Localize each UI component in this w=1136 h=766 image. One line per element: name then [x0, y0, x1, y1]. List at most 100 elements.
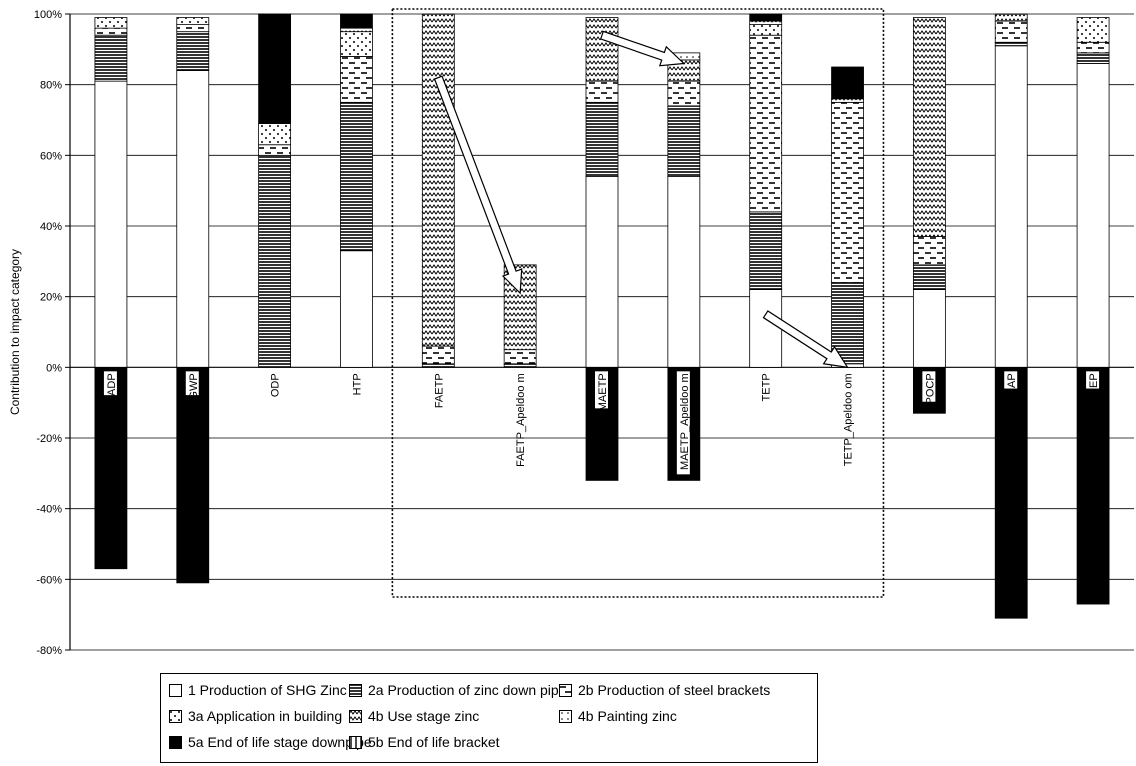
y-tick-label: -80% — [36, 645, 62, 657]
legend-swatch — [559, 709, 572, 723]
category-label-background — [676, 371, 690, 475]
x-category-label: GWP — [188, 373, 200, 399]
y-tick-label: 80% — [40, 80, 62, 92]
bar-segment — [994, 366, 1028, 619]
y-tick-label: -20% — [36, 433, 62, 445]
category-label-background — [595, 371, 608, 409]
bar-segment — [994, 20, 1028, 43]
category-label-background — [1086, 371, 1100, 389]
bar-segment — [912, 264, 946, 291]
x-category-label: MAETP — [597, 373, 609, 411]
bar-segment — [258, 144, 292, 156]
bar-segment — [994, 13, 1028, 22]
legend-label: 1 Production of SHG Zinc — [188, 682, 347, 698]
bar-segment — [1076, 17, 1110, 43]
y-tick-label: 20% — [40, 292, 62, 304]
bar-segment — [1076, 63, 1110, 368]
legend-label: 2b Production of steel brackets — [578, 682, 771, 698]
x-category-label: MAETP_Apeldoo m — [679, 373, 691, 470]
x-category-label: TETP — [761, 373, 773, 401]
legend-swatch — [169, 709, 182, 723]
legend-item: 4b Painting zinc — [559, 706, 677, 726]
legend-swatch — [559, 683, 572, 697]
x-category-label: FAETP — [433, 373, 445, 408]
bar-segment — [585, 80, 619, 103]
legend-swatch — [349, 683, 362, 697]
bar-segment — [994, 41, 1028, 47]
legend-item: 4b Use stage zinc — [349, 706, 479, 726]
bar-segment — [258, 123, 292, 146]
bar-segment — [176, 31, 210, 71]
x-category-label: TETP_Apeldoo om — [843, 373, 855, 466]
bar-segment — [503, 349, 537, 365]
bar-segment — [667, 105, 701, 177]
bar-segment — [421, 13, 455, 347]
bar-segment — [912, 17, 946, 237]
category-label-background — [1004, 371, 1018, 389]
legend-label: 3a Application in building — [188, 708, 343, 724]
legend-swatch — [169, 683, 182, 697]
x-category-label: FAETP_Apeldoo m — [515, 373, 527, 467]
bar-segment — [176, 366, 210, 584]
category-label-background — [185, 371, 199, 396]
x-category-label: ODP — [270, 373, 282, 397]
legend-item: 1 Production of SHG Zinc — [169, 680, 347, 700]
bar-segment — [340, 13, 373, 29]
bar-segment — [340, 101, 373, 252]
bar-segment — [585, 366, 619, 481]
legend-swatch — [169, 735, 182, 749]
x-category-label: AP — [1006, 373, 1018, 388]
legend-label: 5b End of life bracket — [368, 734, 500, 750]
legend-label: 2a Production of zinc down pipe — [368, 682, 567, 698]
bar-segment — [1076, 41, 1110, 54]
bar-segment — [421, 363, 455, 368]
category-label-background — [103, 371, 117, 396]
bar-segment — [585, 17, 619, 82]
bar-segment — [340, 56, 373, 103]
bar-segment — [94, 366, 128, 570]
bar-segment — [94, 17, 128, 29]
stacked-bar-chart: ADP GWP ODP HTP FAETP FAETP_Apeldoo m MAETP MAE… — [8, 8, 1134, 657]
legend-swatch — [349, 709, 362, 723]
bar-segment — [831, 98, 864, 103]
bar-segment — [912, 289, 946, 368]
bar-segment — [912, 236, 946, 266]
legend-label: 5a End of life stage downpipe — [188, 734, 372, 750]
bar-segment — [258, 13, 292, 124]
bar-segment — [749, 34, 783, 213]
bar-segment — [585, 101, 619, 177]
bar-segment — [994, 45, 1028, 368]
bar-segment — [340, 250, 373, 368]
bar-segment — [585, 176, 619, 368]
y-tick-label: -60% — [36, 574, 62, 586]
bar-segment — [421, 345, 455, 365]
category-label-background — [922, 371, 936, 402]
legend-swatch — [349, 735, 362, 749]
bar-segment — [749, 289, 783, 368]
y-tick-label: 100% — [34, 9, 62, 21]
bar-segment — [176, 17, 210, 25]
y-tick-label: 40% — [40, 221, 62, 233]
legend-item: 3a Application in building — [169, 706, 342, 726]
y-tick-label: -40% — [36, 504, 62, 516]
x-category-label: POCP — [924, 373, 936, 404]
y-tick-label: 0% — [46, 362, 62, 374]
x-category-label: HTP — [351, 373, 363, 395]
annotation-arrow — [599, 30, 686, 67]
chart-legend: 1 Production of SHG Zinc 2a Production of… — [160, 673, 818, 763]
bar-segment — [94, 27, 128, 36]
legend-item: 2b Production of steel brackets — [559, 680, 770, 700]
legend-item: 2a Production of zinc down pipe — [349, 680, 566, 700]
bar-segment — [749, 20, 783, 25]
bar-segment — [1076, 366, 1110, 605]
legend-label: 4b Painting zinc — [578, 708, 677, 724]
y-axis-label: Contribution to impact category — [8, 249, 22, 415]
bar-segment — [340, 27, 373, 33]
bar-segment — [749, 24, 783, 36]
bar-segment — [667, 80, 701, 107]
x-category-label: ADP — [106, 373, 118, 396]
legend-item: 5a End of life stage downpipe — [169, 732, 372, 752]
bar-segment — [1076, 52, 1110, 64]
bar-segment — [258, 154, 292, 368]
bar-segment — [749, 211, 783, 290]
